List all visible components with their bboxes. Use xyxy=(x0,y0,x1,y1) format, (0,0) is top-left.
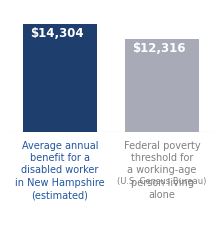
Text: $12,316: $12,316 xyxy=(133,42,186,55)
Bar xyxy=(23,24,97,132)
Text: Average annual
benefit for a
disabled worker
in New Hampshire
(estimated): Average annual benefit for a disabled wo… xyxy=(15,141,105,200)
Text: (U.S. Census Bureau): (U.S. Census Bureau) xyxy=(117,176,207,185)
Bar xyxy=(125,39,199,132)
Text: $14,304: $14,304 xyxy=(30,27,84,40)
Text: Federal poverty
threshold for
a working-age
person living
alone: Federal poverty threshold for a working-… xyxy=(124,141,200,200)
